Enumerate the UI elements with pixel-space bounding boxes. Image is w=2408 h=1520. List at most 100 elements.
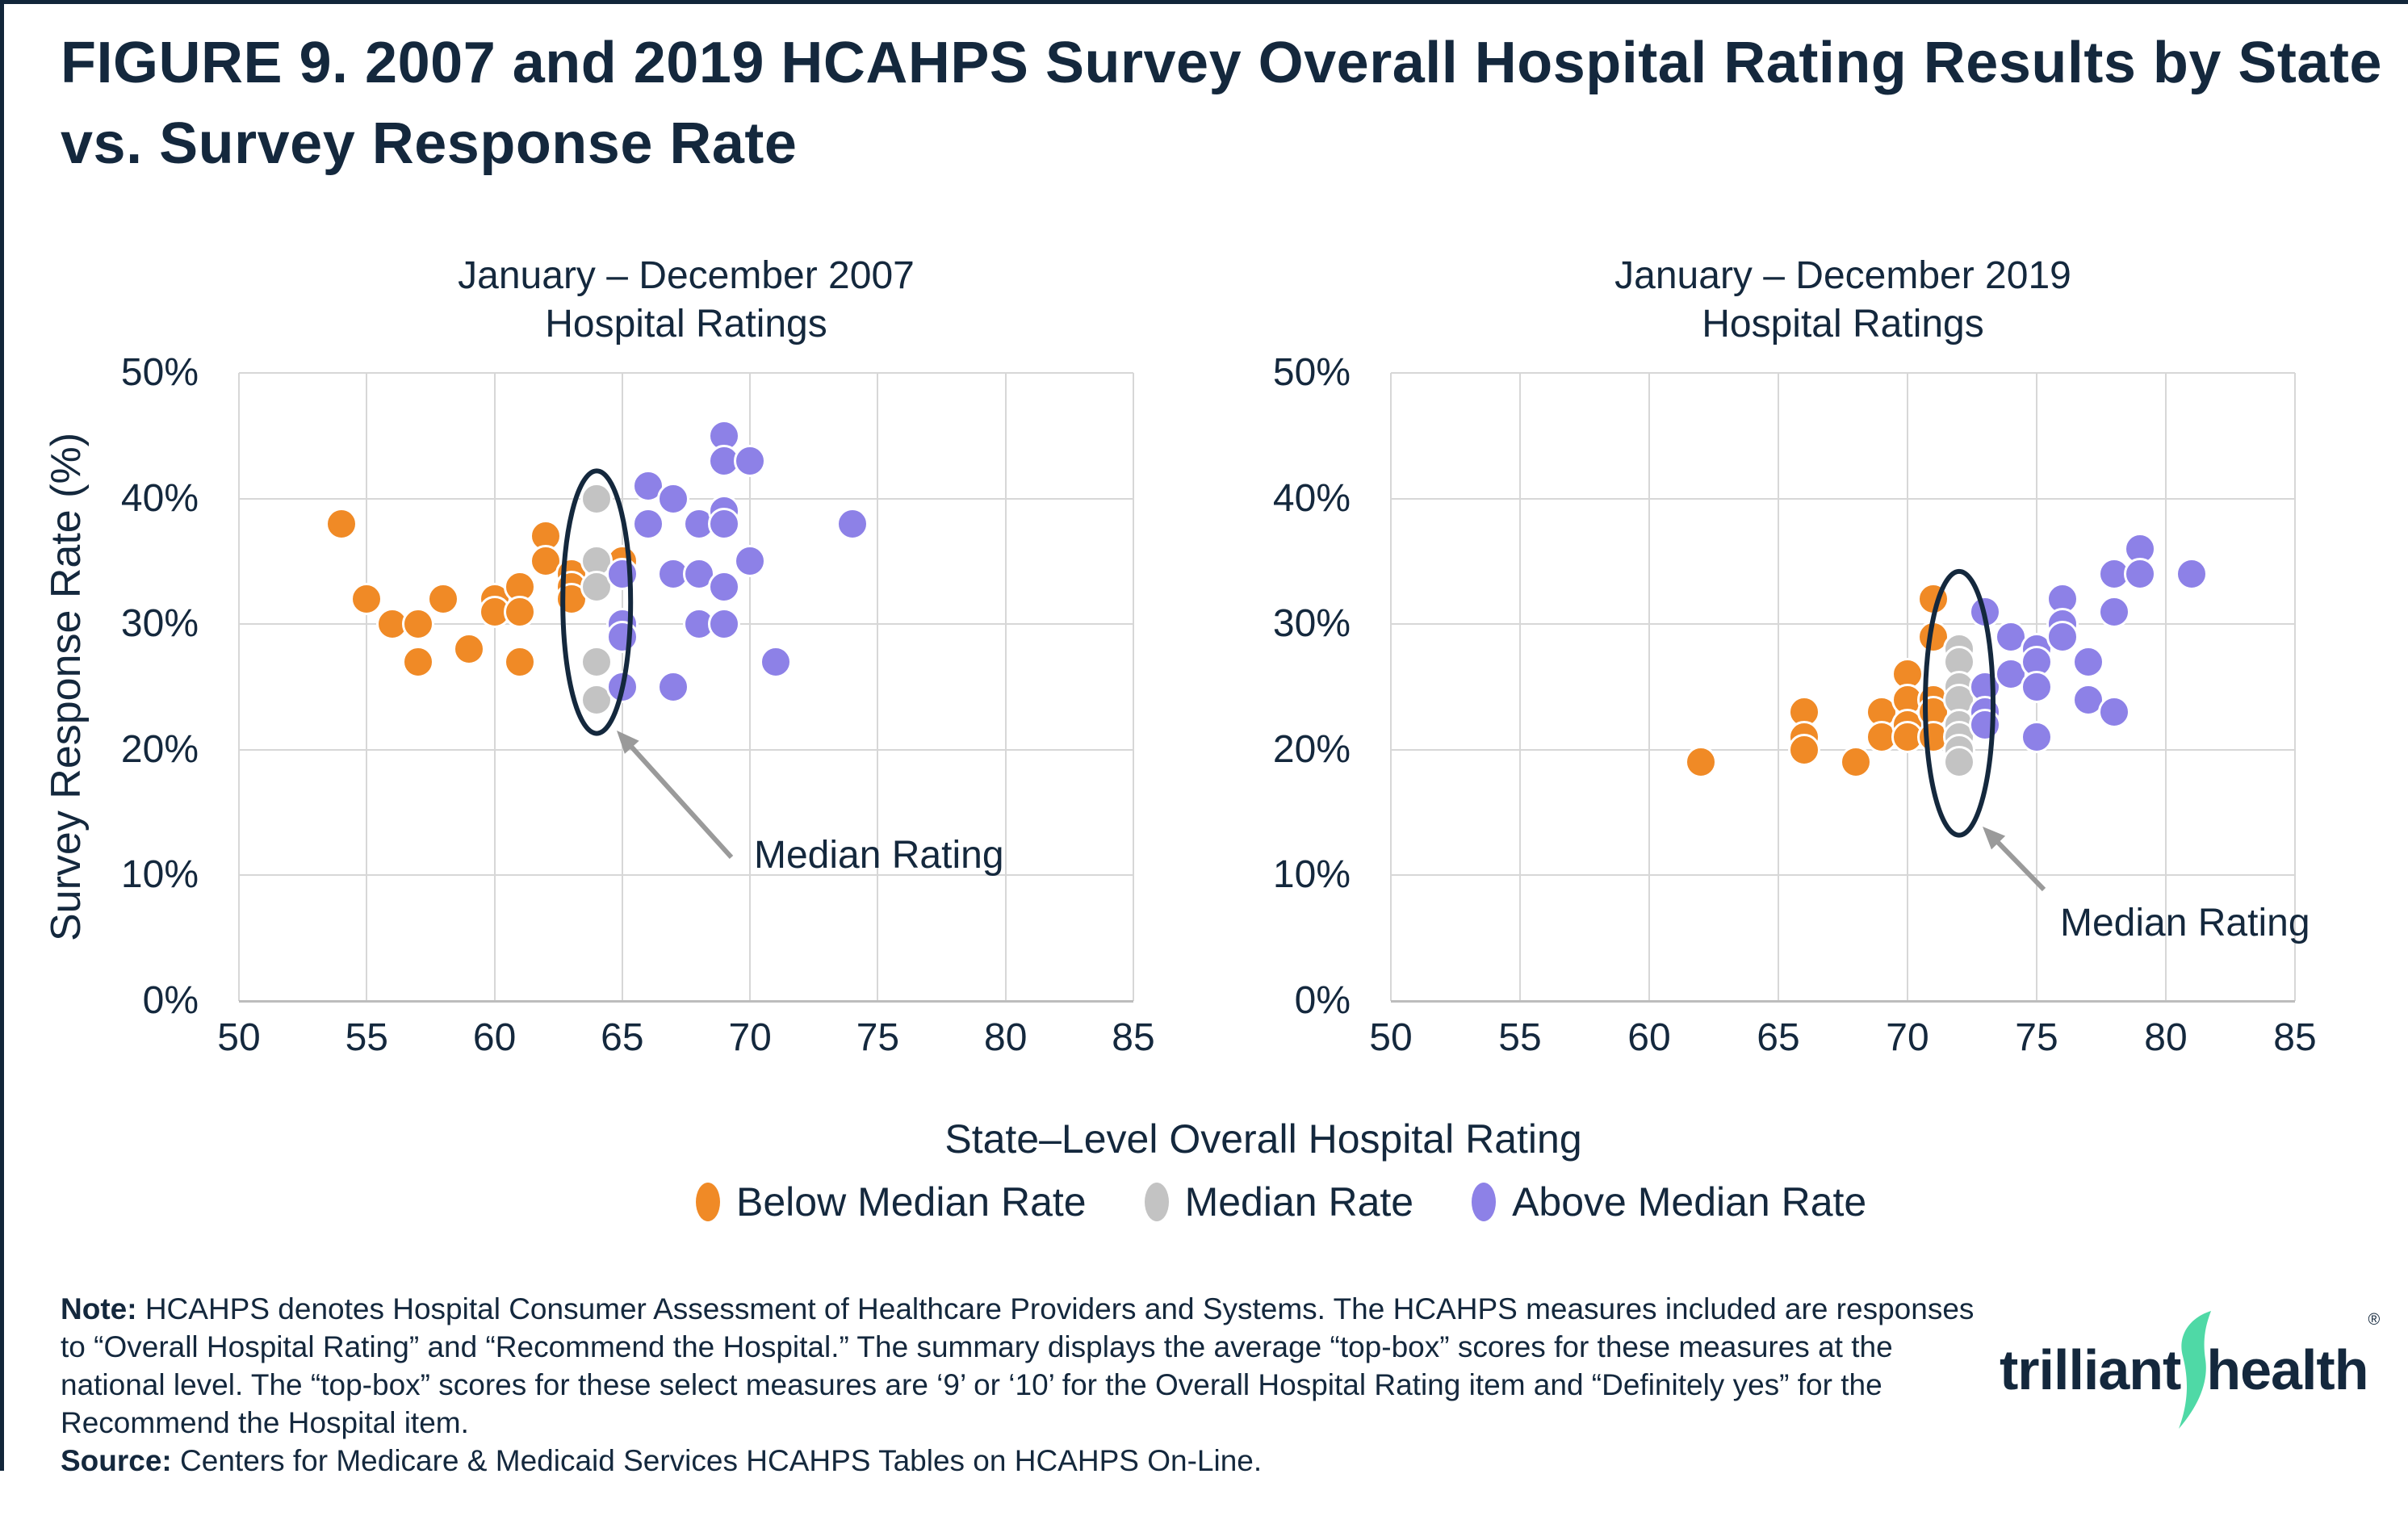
data-point (2046, 620, 2079, 653)
y-tick-label: 30% (1272, 602, 1351, 646)
data-point (427, 583, 460, 616)
gridline (1004, 373, 1007, 1001)
page-title-line1: FIGURE 9. 2007 and 2019 HCAHPS Survey Ov… (61, 31, 2382, 95)
y-tick-label: 50% (120, 351, 199, 394)
x-tick-label: 85 (1112, 1016, 1155, 1059)
data-point (631, 507, 664, 540)
y-tick-label: 0% (1294, 979, 1351, 1022)
legend: Below Median Rate Median Rate Above Medi… (696, 1179, 1924, 1225)
page-border-top (0, 0, 2408, 4)
data-point (605, 557, 639, 590)
data-point (734, 444, 767, 477)
chart-title-2019-line2: Hospital Ratings (1702, 303, 1984, 345)
data-point (2176, 557, 2208, 590)
data-point (580, 482, 614, 515)
x-tick-label: 75 (856, 1016, 900, 1059)
y-tick-label: 20% (120, 727, 199, 771)
data-point (605, 671, 639, 703)
data-point (452, 633, 485, 666)
source-text: Source: Centers for Medicare & Medicaid … (61, 1444, 1263, 1477)
note-label: Note: (61, 1292, 137, 1325)
data-point (504, 645, 537, 678)
gridline (1778, 373, 1779, 1001)
x-tick-label: 70 (728, 1016, 772, 1059)
x-axis-line (1391, 1000, 2295, 1003)
data-point (1969, 708, 2001, 741)
x-tick-label: 50 (217, 1016, 261, 1059)
x-tick-label: 60 (472, 1016, 517, 1059)
data-point (1840, 746, 1872, 779)
gridline (1390, 373, 1392, 1001)
gridline (1391, 623, 2295, 626)
data-point (2021, 721, 2053, 754)
x-tick-label: 55 (1498, 1016, 1542, 1059)
legend-item-above-median: Above Median Rate (1472, 1179, 1866, 1225)
gridline (2294, 373, 2296, 1001)
data-point (1917, 583, 1949, 616)
x-tick-label: 65 (1757, 1016, 1800, 1059)
below-median-marker-icon (696, 1183, 720, 1221)
x-axis-title: State–Level Overall Hospital Rating (944, 1116, 1582, 1162)
legend-item-below-median: Below Median Rate (696, 1179, 1087, 1225)
gridline (1391, 497, 2295, 500)
gridline (239, 874, 1133, 877)
data-point (708, 570, 741, 603)
data-point (1788, 733, 1820, 766)
data-point (1685, 746, 1717, 779)
data-point (325, 507, 358, 540)
data-point (657, 671, 690, 703)
gridline (239, 372, 1133, 374)
legend-label-above-median: Above Median Rate (1512, 1179, 1867, 1225)
gridline (239, 748, 1133, 751)
gridline (1391, 372, 2295, 374)
gridline (2165, 373, 2167, 1001)
trilliant-health-logo: trilliant health ® (2000, 1309, 2380, 1430)
gridline (238, 373, 240, 1001)
y-tick-label: 10% (120, 853, 199, 897)
data-point (401, 608, 434, 641)
data-point (734, 545, 767, 578)
gridline (749, 373, 752, 1001)
gridline (1391, 874, 2295, 877)
x-axis-line (239, 1000, 1133, 1003)
y-tick-label: 0% (142, 979, 199, 1022)
registered-mark: ® (2368, 1311, 2381, 1329)
y-tick-label: 50% (1272, 351, 1351, 394)
x-tick-label: 80 (984, 1016, 1028, 1059)
chart-title-2019: January – December 2019 Hospital Ratings (1614, 252, 2071, 349)
data-point (708, 608, 741, 641)
gridline (493, 373, 496, 1001)
data-point (835, 507, 869, 540)
data-point (759, 645, 792, 678)
logo-word-trilliant: trilliant (2000, 1338, 2181, 1401)
x-tick-label: 85 (2273, 1016, 2317, 1059)
gridline (1391, 748, 2295, 751)
data-point (2072, 645, 2104, 678)
data-point (605, 620, 639, 653)
median-rating-label-2007: Median Rating (754, 834, 1004, 877)
x-tick-label: 80 (2144, 1016, 2188, 1059)
data-point (1969, 595, 2001, 628)
x-tick-label: 55 (345, 1016, 388, 1059)
logo-word-health: health (2206, 1338, 2368, 1401)
data-point (2124, 557, 2156, 590)
footnote: Note: HCAHPS denotes Hospital Consumer A… (61, 1290, 1990, 1480)
above-median-marker-icon (1472, 1183, 1497, 1221)
median-rating-label-2019: Median Rating (2060, 902, 2310, 944)
legend-label-median: Median Rate (1184, 1179, 1414, 1225)
median-marker-icon (1144, 1183, 1169, 1221)
data-point (708, 507, 741, 540)
data-point (2098, 696, 2130, 729)
chart-title-2007: January – December 2007 Hospital Ratings (458, 252, 915, 349)
data-point (657, 482, 690, 515)
data-point (580, 645, 614, 678)
source-label: Source: (61, 1444, 172, 1477)
chart-title-2007-line2: Hospital Ratings (545, 303, 827, 345)
x-tick-label: 65 (601, 1016, 644, 1059)
y-tick-label: 30% (120, 602, 199, 646)
y-tick-label: 40% (120, 476, 199, 520)
data-point (504, 595, 537, 628)
chart-title-2019-line1: January – December 2019 (1614, 254, 2071, 297)
data-point (2021, 671, 2053, 703)
data-point (350, 583, 383, 616)
